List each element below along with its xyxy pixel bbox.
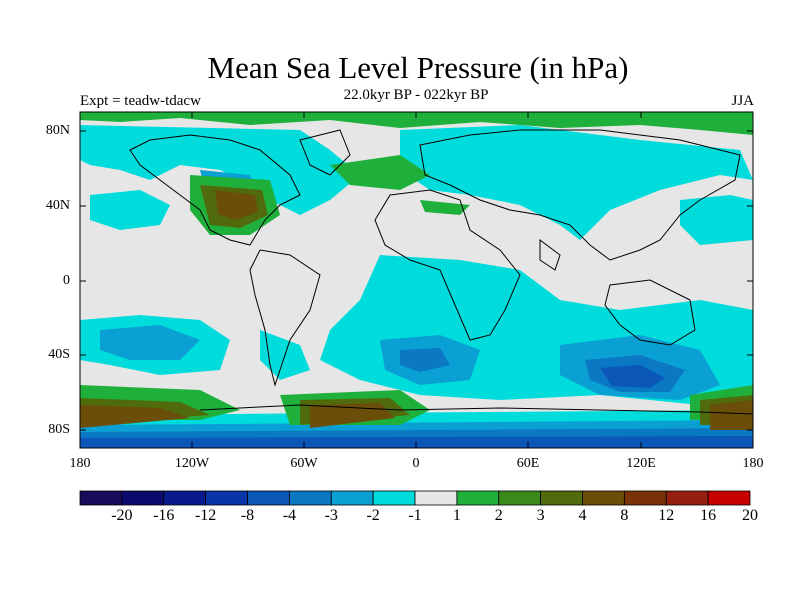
colorbar-box bbox=[414, 490, 458, 506]
brown-regions bbox=[80, 190, 753, 430]
colorbar bbox=[79, 490, 751, 506]
colorbar-box bbox=[205, 490, 248, 506]
colorbar-box bbox=[79, 490, 123, 506]
colorbar-label: -1 bbox=[408, 507, 422, 524]
lat-label-40s: 40S bbox=[48, 347, 70, 362]
colorbar-box bbox=[582, 490, 625, 506]
coastlines bbox=[129, 129, 753, 415]
colorbar-label: -2 bbox=[366, 507, 380, 524]
colorbar-box bbox=[330, 490, 374, 506]
colorbar-box bbox=[498, 490, 542, 506]
lon-label-120w: 120W bbox=[174, 456, 210, 471]
colorbar-label: 1 bbox=[452, 507, 461, 524]
lon-ticks bbox=[191, 112, 642, 448]
colorbar-label: -4 bbox=[282, 507, 297, 524]
colorbar-label: -3 bbox=[324, 507, 338, 524]
colorbar-box bbox=[665, 490, 709, 506]
season-label: JJA bbox=[731, 93, 754, 109]
colorbar-label: 3 bbox=[536, 507, 545, 524]
colorbar-box bbox=[540, 490, 583, 506]
colorbar-label: -12 bbox=[194, 507, 217, 524]
colorbar-box bbox=[247, 490, 290, 506]
map-field bbox=[80, 112, 753, 448]
period-label: 22.0kyr BP - 022kyr BP bbox=[343, 87, 489, 103]
colorbar-box bbox=[121, 490, 165, 506]
colorbar-label: -8 bbox=[240, 507, 255, 524]
colorbar-label: 16 bbox=[700, 507, 717, 524]
colorbar-box bbox=[623, 490, 667, 506]
colorbar-label: 2 bbox=[494, 507, 503, 524]
lat-label-80s: 80S bbox=[48, 422, 70, 437]
lon-label-60w: 60W bbox=[290, 456, 318, 471]
lon-label-180e: 180 bbox=[742, 456, 764, 471]
colorbar-label: 8 bbox=[620, 507, 629, 524]
colorbar-label: 12 bbox=[658, 507, 675, 524]
lat-ticks bbox=[80, 130, 753, 431]
colorbar-label: 4 bbox=[578, 507, 587, 524]
colorbar-label: -20 bbox=[111, 507, 133, 524]
lon-label-60e: 60E bbox=[516, 456, 540, 471]
lat-label-0: 0 bbox=[63, 273, 70, 288]
lon-label-180w: 180 bbox=[69, 456, 91, 471]
colorbar-label: 20 bbox=[742, 507, 758, 524]
lon-label-0: 0 bbox=[412, 456, 420, 471]
lat-label-80n: 80N bbox=[45, 123, 70, 138]
colorbar-box bbox=[372, 490, 416, 506]
map-title: Mean Sea Level Pressure (in hPa) bbox=[207, 50, 629, 85]
colorbar-box bbox=[163, 490, 207, 506]
colorbar-box bbox=[707, 490, 751, 506]
colorbar-box bbox=[456, 490, 500, 506]
experiment-label: Expt = teadw-tdacw bbox=[80, 93, 201, 109]
lat-label-40n: 40N bbox=[45, 198, 70, 213]
colorbar-box bbox=[288, 490, 332, 506]
lon-label-120e: 120E bbox=[626, 456, 656, 471]
colorbar-label: -16 bbox=[153, 507, 175, 524]
